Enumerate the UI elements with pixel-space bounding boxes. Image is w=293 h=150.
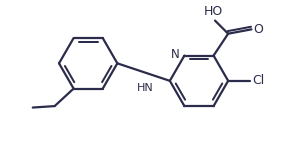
Text: HO: HO	[204, 5, 223, 18]
Text: N: N	[171, 48, 179, 61]
Text: Cl: Cl	[252, 74, 264, 87]
Text: O: O	[253, 23, 263, 36]
Text: HN: HN	[137, 83, 154, 93]
